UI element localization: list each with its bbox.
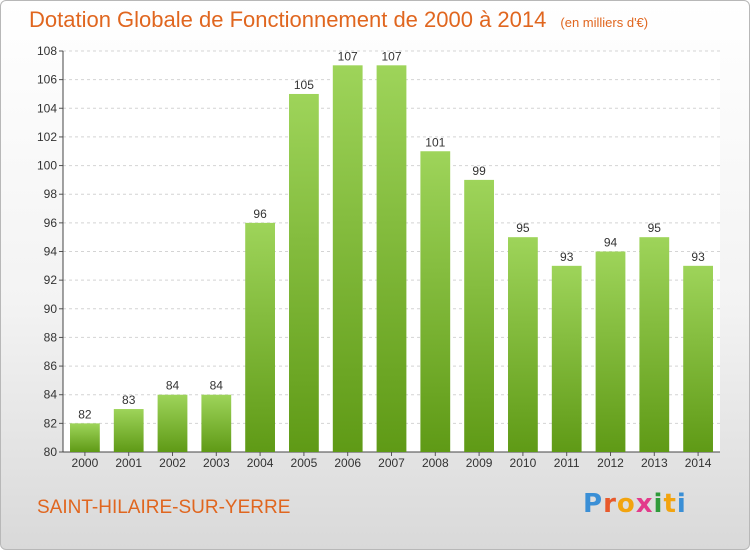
data-label: 95 (516, 221, 530, 235)
x-tick-label: 2014 (685, 456, 712, 470)
logo-letter: i (676, 489, 687, 519)
bar (639, 237, 670, 452)
bar (201, 394, 232, 452)
x-tick-label: 2005 (291, 456, 318, 470)
data-label: 82 (78, 407, 92, 421)
y-tick-label: 92 (44, 273, 58, 287)
logo-letter: x (635, 489, 654, 519)
logo-letter: o (616, 489, 636, 519)
y-tick-label: 80 (44, 445, 58, 459)
unit-note: (en milliers d'€) (560, 15, 649, 30)
bar (289, 93, 319, 452)
y-tick-label: 104 (37, 101, 57, 115)
logo-letter: t (663, 489, 677, 519)
logo-letter: r (603, 489, 617, 519)
bar (157, 394, 188, 452)
data-label: 101 (425, 135, 445, 149)
y-tick-label: 82 (44, 416, 58, 430)
x-tick-label: 2001 (115, 456, 142, 470)
y-tick-label: 108 (37, 44, 57, 58)
x-tick-label: 2008 (422, 456, 449, 470)
y-tick-label: 98 (44, 187, 58, 201)
x-tick-label: 2003 (203, 456, 230, 470)
bar (113, 409, 144, 452)
bar (464, 179, 494, 452)
proxiti-logo: Proxiti (583, 489, 687, 519)
data-label: 93 (691, 250, 705, 264)
x-tick-label: 2002 (159, 456, 186, 470)
data-label: 95 (648, 221, 662, 235)
data-label: 107 (381, 49, 401, 63)
chart-title: Dotation Globale de Fonctionnement de 20… (29, 7, 648, 33)
data-label: 96 (253, 207, 267, 221)
y-tick-label: 102 (37, 130, 57, 144)
logo-letter: i (653, 489, 664, 519)
logo-letter: P (583, 489, 604, 519)
y-tick-label: 96 (44, 216, 58, 230)
y-tick-label: 84 (44, 388, 58, 402)
data-label: 84 (210, 379, 224, 393)
data-label: 94 (604, 236, 618, 250)
bar (508, 237, 538, 452)
data-label: 83 (122, 393, 136, 407)
x-tick-label: 2013 (641, 456, 668, 470)
x-tick-label: 2004 (247, 456, 274, 470)
x-tick-label: 2012 (597, 456, 624, 470)
bar (376, 65, 407, 453)
bar (245, 222, 275, 452)
y-tick-label: 86 (44, 359, 58, 373)
bar (551, 265, 582, 452)
x-tick-label: 2006 (334, 456, 361, 470)
data-label: 93 (560, 250, 574, 264)
commune-name: SAINT-HILAIRE-SUR-YERRE (37, 497, 291, 518)
title-text: Dotation Globale de Fonctionnement de 20… (29, 7, 547, 32)
y-tick-label: 90 (44, 302, 58, 316)
y-tick-label: 106 (37, 73, 57, 87)
x-tick-label: 2009 (466, 456, 493, 470)
data-label: 107 (338, 49, 358, 63)
x-tick-label: 2000 (72, 456, 99, 470)
bar (70, 423, 100, 452)
data-label: 99 (472, 164, 486, 178)
data-label: 105 (294, 78, 314, 92)
x-tick-label: 2011 (554, 456, 580, 470)
x-tick-label: 2007 (378, 456, 405, 470)
y-tick-label: 88 (44, 330, 58, 344)
bar (332, 65, 363, 453)
bar (595, 251, 626, 452)
x-tick-label: 2010 (510, 456, 537, 470)
y-tick-label: 94 (44, 245, 58, 259)
bar (420, 151, 451, 452)
y-tick-label: 100 (37, 159, 57, 173)
data-label: 84 (166, 379, 180, 393)
bar (683, 265, 713, 452)
